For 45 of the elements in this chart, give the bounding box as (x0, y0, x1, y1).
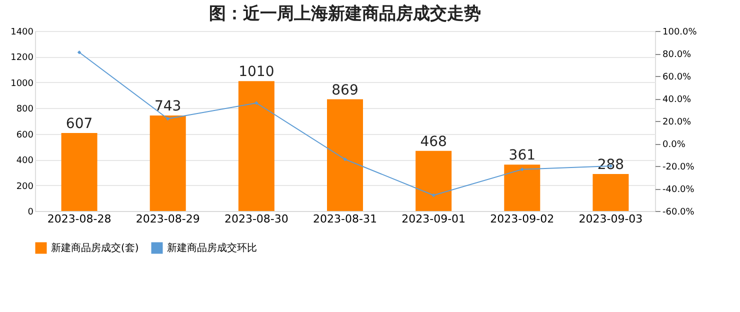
bar (61, 132, 98, 211)
point (77, 50, 82, 54)
y-tick-label: 200 (16, 182, 34, 192)
y2-tick-label: 60.0% (662, 72, 692, 82)
y2-tick-label: 0.0% (662, 140, 686, 150)
data-label: 869 (332, 82, 358, 98)
bar (150, 115, 186, 211)
x-tick-label: 2023-09-01 (402, 212, 466, 226)
bar (416, 150, 452, 211)
x-tick-label: 2023-08-31 (313, 212, 377, 226)
x-tick-label: 2023-09-02 (490, 212, 554, 226)
data-label: 288 (597, 156, 624, 173)
data-label: 468 (420, 134, 447, 150)
y2-tick-label: 40.0% (662, 95, 692, 105)
bar (592, 174, 629, 211)
x-tick-label: 2023-09-03 (578, 212, 643, 226)
x-tick-label: 2023-08-30 (224, 212, 288, 226)
y2-tick-label: -20.0% (662, 162, 695, 172)
x-tick-label: 2023-08-29 (136, 212, 200, 226)
y-tick-label: 400 (16, 156, 34, 166)
y2-tick-label: -40.0% (662, 185, 695, 195)
x-tick-label: 2023-08-28 (47, 212, 112, 226)
data-label: 1010 (238, 64, 274, 80)
y2-tick-label: 20.0% (662, 118, 692, 128)
y-tick-label: 1200 (10, 53, 34, 64)
data-label: 743 (154, 98, 182, 114)
y-tick-label: 800 (16, 104, 34, 115)
bar (327, 99, 363, 211)
y-tick-label: 1000 (10, 78, 34, 89)
y2-tick-label: -60.0% (662, 208, 695, 218)
legend-label: 新建商品房成交环比 (167, 242, 257, 254)
y-tick-label: 600 (16, 130, 34, 140)
point (520, 168, 524, 172)
chart-title: 图：近一周上海新建商品房成交走势 (209, 4, 481, 24)
y2-tick-label: 80.0% (662, 50, 692, 60)
y-tick-label: 0 (28, 208, 34, 218)
bar (504, 164, 540, 211)
bar (238, 81, 274, 211)
point (343, 157, 347, 162)
data-label: 607 (66, 116, 93, 132)
legend-label: 新建商品房成交(套) (51, 242, 139, 254)
point (432, 193, 436, 198)
y2-tick-label: 100.0% (662, 28, 698, 38)
data-label: 361 (508, 148, 536, 164)
y-tick-label: 1400 (10, 28, 34, 38)
